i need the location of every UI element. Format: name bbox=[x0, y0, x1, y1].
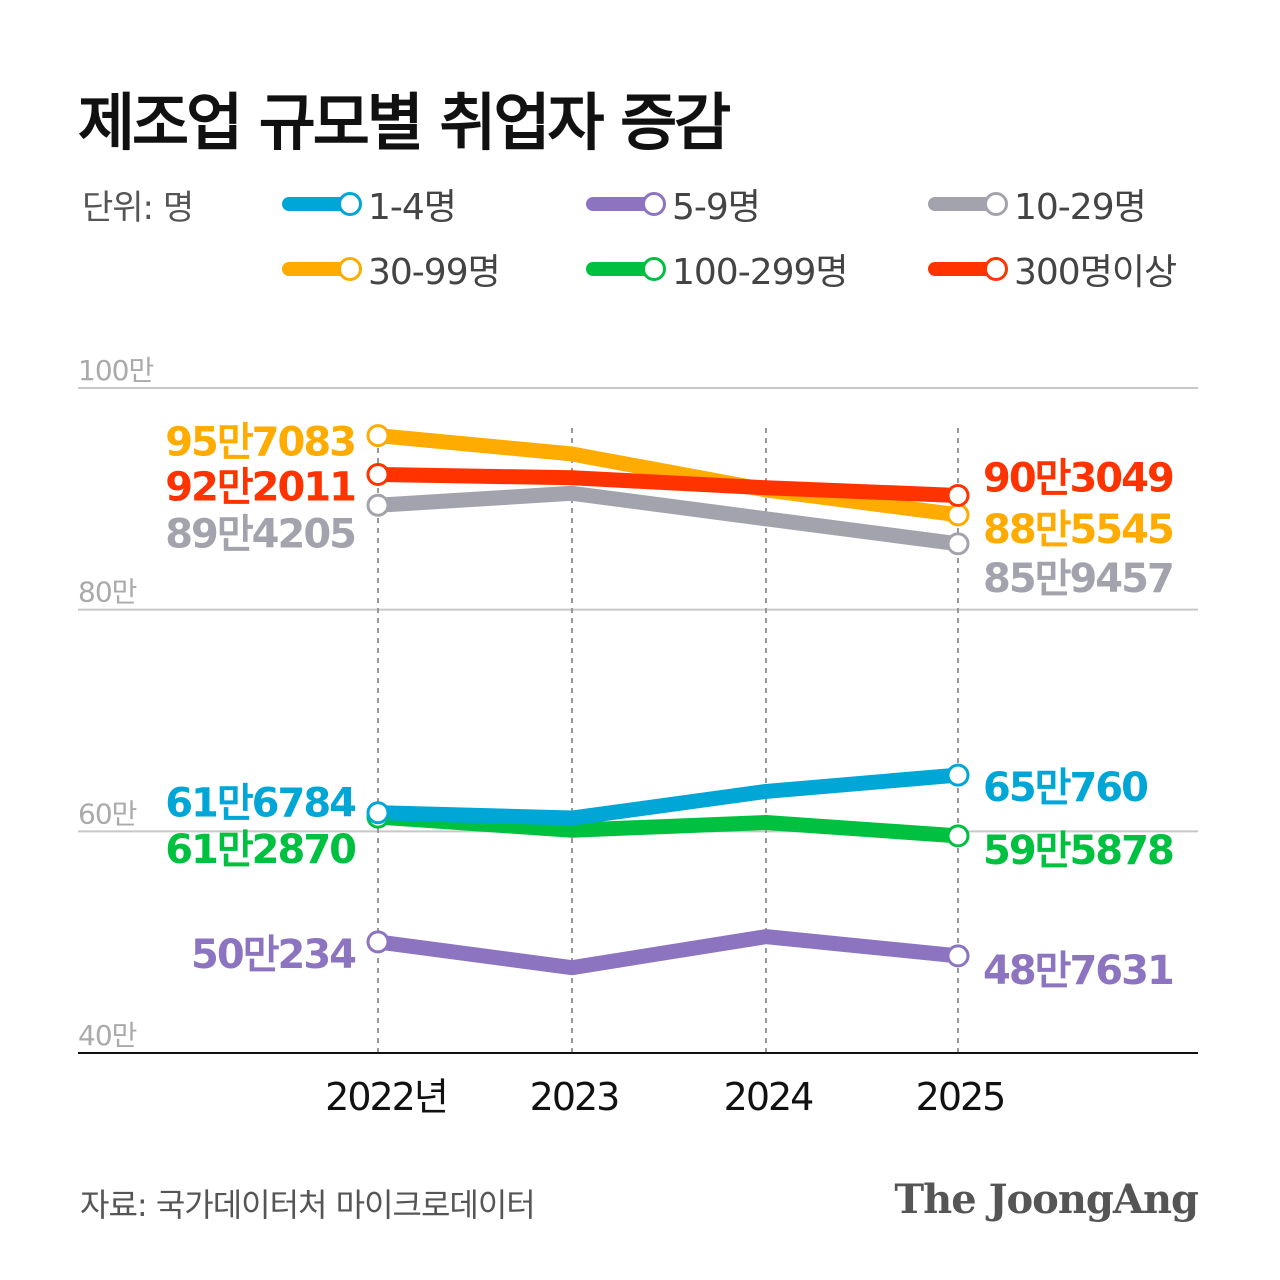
data-label-end: 59만5878 bbox=[983, 828, 1173, 874]
data-label-end: 88만5545 bbox=[983, 507, 1173, 553]
legend-swatch bbox=[282, 192, 362, 216]
data-point-marker bbox=[366, 801, 390, 825]
data-point-marker bbox=[366, 462, 390, 486]
data-label-start: 61만2870 bbox=[165, 827, 355, 873]
legend-marker-icon bbox=[338, 257, 362, 281]
data-label-end: 90만3049 bbox=[983, 455, 1173, 501]
y-tick-label: 60만 bbox=[78, 797, 137, 830]
data-point-marker bbox=[946, 763, 970, 787]
data-label-end: 65만760 bbox=[983, 765, 1147, 811]
y-tick-label: 40만 bbox=[78, 1019, 137, 1052]
data-point-marker bbox=[366, 930, 390, 954]
series-line bbox=[377, 428, 959, 523]
legend-item: 300명이상 bbox=[928, 243, 1177, 295]
data-point-marker bbox=[946, 824, 970, 848]
legend-item: 10-29명 bbox=[928, 178, 1147, 230]
legend-marker-icon bbox=[338, 192, 362, 216]
legend-marker-icon bbox=[642, 257, 666, 281]
legend-label: 5-9명 bbox=[672, 187, 761, 228]
legend-swatch bbox=[928, 257, 1008, 281]
legend-swatch bbox=[282, 257, 362, 281]
legend-item: 1-4명 bbox=[282, 178, 457, 230]
x-tick-label: 2022년 bbox=[325, 1075, 447, 1119]
series-line bbox=[377, 929, 959, 976]
legend-item: 30-99명 bbox=[282, 243, 501, 295]
x-tick-label: 2025 bbox=[916, 1075, 1005, 1119]
legend-swatch bbox=[586, 192, 666, 216]
series-line bbox=[377, 809, 959, 844]
data-label-end: 48만7631 bbox=[983, 948, 1173, 994]
legend-item: 100-299명 bbox=[586, 243, 849, 295]
x-tick-label: 2023 bbox=[530, 1075, 619, 1119]
legend-marker-icon bbox=[984, 257, 1008, 281]
unit-label: 단위: 명 bbox=[82, 188, 194, 228]
chart-title: 제조업 규모별 취업자 증감 bbox=[78, 86, 731, 159]
series-line bbox=[377, 767, 959, 826]
data-point-marker bbox=[946, 503, 970, 527]
series-line bbox=[377, 466, 959, 503]
data-point-marker bbox=[946, 483, 970, 507]
data-label-start: 61만6784 bbox=[165, 781, 355, 827]
legend-label: 300명이상 bbox=[1014, 252, 1177, 293]
legend-label: 30-99명 bbox=[368, 252, 501, 293]
data-label-end: 85만9457 bbox=[983, 556, 1173, 602]
series-line bbox=[377, 485, 959, 552]
data-point-marker bbox=[366, 424, 390, 448]
y-tick-label: 80만 bbox=[78, 576, 137, 609]
data-label-start: 95만7083 bbox=[165, 420, 355, 466]
legend-label: 1-4명 bbox=[368, 187, 457, 228]
legend-item: 5-9명 bbox=[586, 178, 761, 230]
legend-marker-icon bbox=[984, 192, 1008, 216]
x-tick-label: 2024 bbox=[724, 1075, 814, 1119]
y-tick-label: 100만 bbox=[78, 354, 153, 387]
data-label-start: 92만2011 bbox=[165, 464, 355, 510]
source-note: 자료: 국가데이터처 마이크로데이터 bbox=[80, 1186, 536, 1224]
data-label-start: 50만234 bbox=[191, 932, 355, 978]
legend-marker-icon bbox=[642, 192, 666, 216]
legend-label: 100-299명 bbox=[672, 252, 849, 293]
data-point-marker bbox=[946, 532, 970, 556]
data-point-marker bbox=[366, 493, 390, 517]
legend-swatch bbox=[586, 257, 666, 281]
data-point-marker bbox=[946, 944, 970, 968]
legend-label: 10-29명 bbox=[1014, 187, 1147, 228]
legend-swatch bbox=[928, 192, 1008, 216]
publisher-logo: The JoongAng bbox=[894, 1176, 1199, 1223]
data-label-start: 89만4205 bbox=[165, 511, 355, 557]
